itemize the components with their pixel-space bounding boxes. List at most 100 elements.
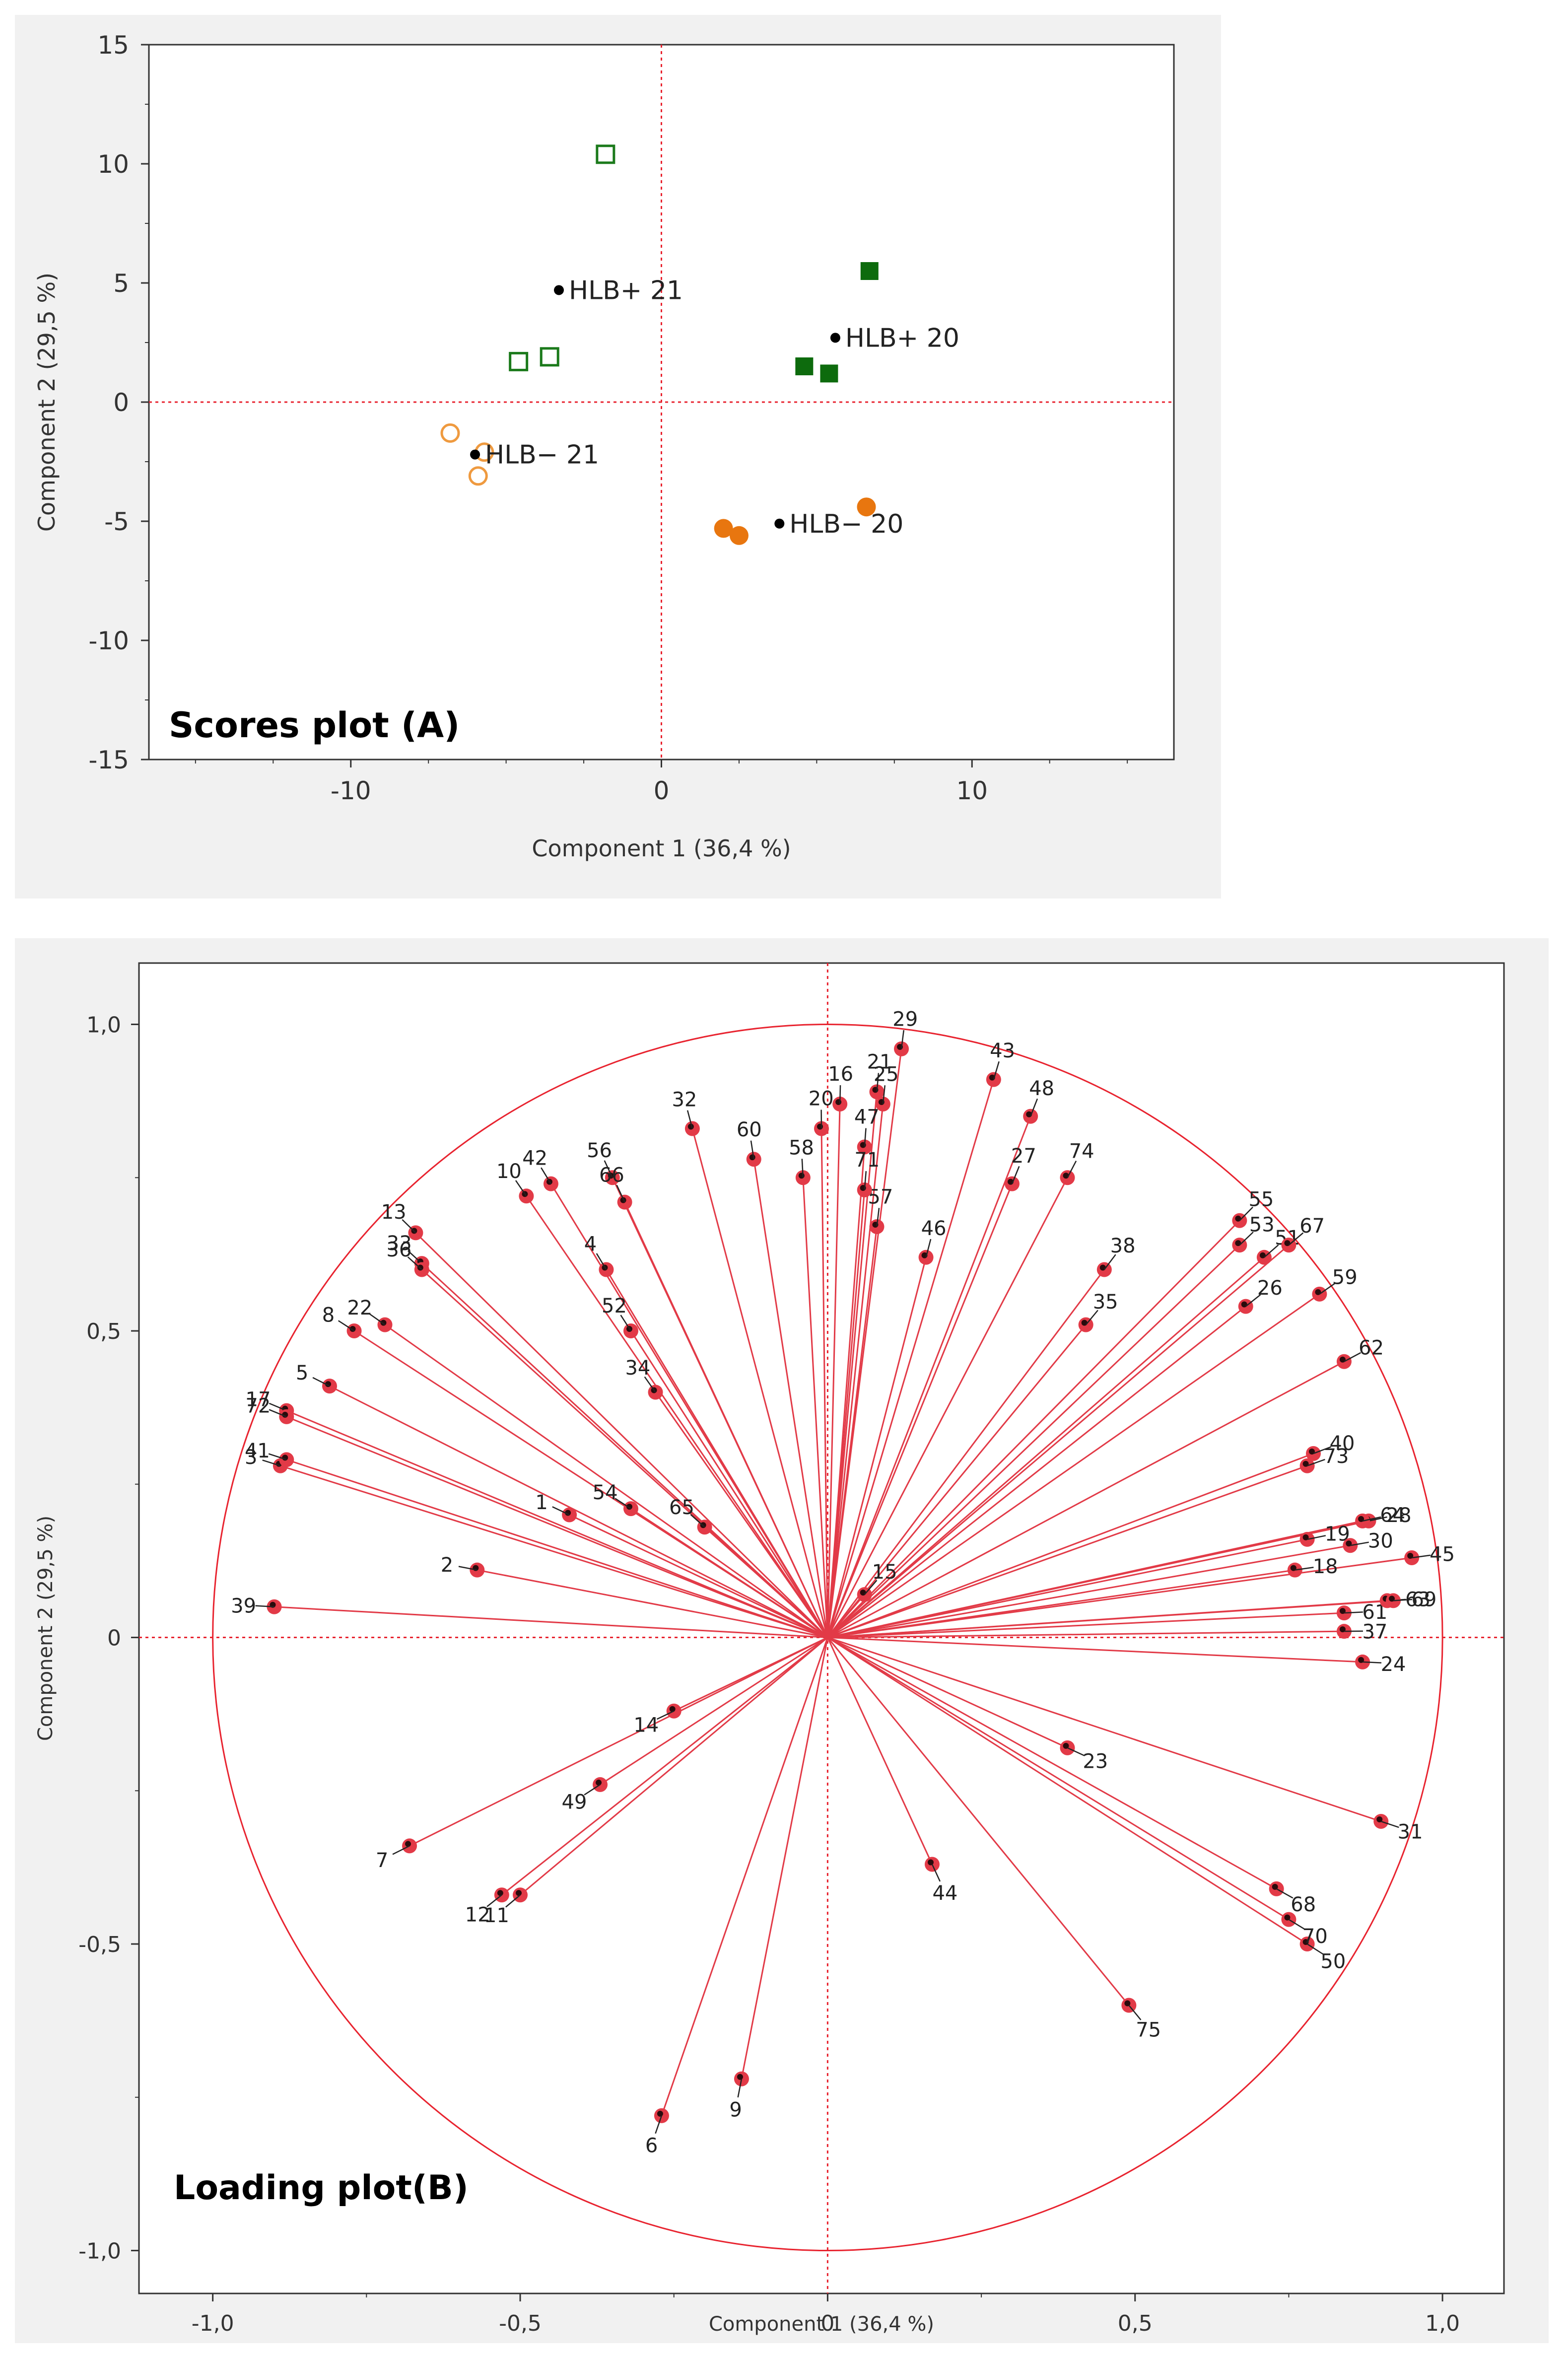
- label-leader-line: [1288, 1232, 1304, 1246]
- loading-vector: [827, 1630, 1344, 1639]
- loading-label: 42: [522, 1147, 547, 1170]
- label-leader-line: [1295, 1567, 1314, 1571]
- loading-point-center: [1063, 1742, 1069, 1749]
- centroid-label: HLB− 20: [789, 509, 903, 539]
- centroid-label: HLB+ 20: [845, 323, 959, 353]
- loading-label: 70: [1302, 1925, 1328, 1948]
- label-leader-line: [269, 1402, 287, 1411]
- label-leader-line: [1344, 1352, 1362, 1362]
- label-leader-line: [1067, 1747, 1085, 1756]
- loading-label: 24: [1381, 1653, 1406, 1676]
- hlb-minus-21-point: [440, 423, 460, 443]
- label-leader-line: [268, 1453, 287, 1460]
- loading-vector: [274, 1606, 828, 1639]
- x-tick-label: 0: [820, 2311, 834, 2336]
- centroid-point: [774, 518, 785, 529]
- loading-point-center: [1284, 1914, 1291, 1921]
- label-leader-line: [407, 1256, 422, 1270]
- loading-point-center: [405, 1841, 411, 1847]
- label-leader-line: [737, 2079, 743, 2098]
- loading-vector: [827, 1324, 1087, 1638]
- x-tick-label: -0,5: [499, 2311, 542, 2336]
- loading-vector: [826, 1183, 1013, 1638]
- loading-vector: [827, 1637, 1290, 1920]
- loading-vector: [827, 1453, 1314, 1638]
- loading-point-center: [798, 1173, 805, 1179]
- loading-label: 29: [892, 1008, 918, 1031]
- loading-vector: [802, 1178, 828, 1638]
- hlb-minus-21-point: [468, 466, 488, 486]
- loading-vector: [827, 1306, 1246, 1638]
- y-tick-label: 5: [113, 269, 129, 298]
- label-leader-line: [1380, 1820, 1399, 1828]
- y-axis-label: Component 2 (29,5 %): [34, 1516, 57, 1741]
- loading-label: 36: [386, 1239, 411, 1261]
- centroid-point: [830, 333, 840, 343]
- chart-title: Loading plot(B): [174, 2168, 469, 2208]
- label-leader-line: [369, 1313, 386, 1325]
- y-tick-label: 0: [107, 1626, 121, 1651]
- label-leader-line: [1239, 1231, 1254, 1246]
- hlb-minus-20-point: [714, 519, 733, 538]
- loading-label: 69: [1411, 1588, 1436, 1611]
- loading-label: 62: [1359, 1337, 1384, 1360]
- loading-label: 2: [441, 1554, 453, 1577]
- loading-plot-svg: -1,0 -0,5 0 0,5 1,0 -1,0 -0,5 0 0,5 1,0 Component …: [34, 962, 1505, 2336]
- loading-label: 9: [729, 2099, 742, 2122]
- loading-point-center: [1124, 2000, 1131, 2007]
- loading-vector: [630, 1508, 828, 1638]
- label-leader-line: [458, 1566, 477, 1571]
- scores-plot-svg: -10 0 10 -15 -10 -5 0 5 10 15 Component 1 (36,4 %)…: [33, 31, 1175, 862]
- loading-label: 64: [1380, 1504, 1405, 1527]
- loading-label: 58: [789, 1136, 814, 1159]
- loading-label: 13: [381, 1201, 407, 1224]
- loading-vector: [820, 1128, 828, 1638]
- loading-label: 59: [1332, 1266, 1358, 1289]
- label-leader-line: [604, 1160, 613, 1178]
- loading-vector: [827, 1177, 1068, 1638]
- label-leader-line: [690, 1514, 705, 1528]
- loading-vector: [569, 1514, 828, 1638]
- loading-vector: [520, 1637, 828, 1896]
- loading-label: 40: [1330, 1432, 1355, 1455]
- loading-vector: [691, 1128, 828, 1638]
- label-leader-line: [392, 1845, 410, 1855]
- loading-vector: [741, 1637, 828, 2080]
- y-tick-label: 0: [113, 388, 129, 417]
- loading-label: 16: [828, 1063, 853, 1086]
- loading-label: 3: [245, 1446, 257, 1469]
- label-leader-line: [1363, 1661, 1382, 1664]
- loading-label: 30: [1368, 1530, 1393, 1553]
- loading-label: 31: [1398, 1821, 1423, 1844]
- loading-vector: [827, 1637, 1277, 1890]
- loading-vector: [286, 1458, 828, 1638]
- y-tick-label: -10: [88, 626, 129, 655]
- label-leader-line: [801, 1159, 804, 1178]
- loading-vector: [286, 1410, 828, 1638]
- loading-label: 37: [1362, 1620, 1387, 1643]
- loading-label: 65: [669, 1496, 694, 1519]
- label-leader-line: [1306, 1943, 1324, 1955]
- loading-vector: [704, 1526, 828, 1638]
- loading-label: 71: [854, 1149, 880, 1172]
- loading-label: 39: [231, 1595, 256, 1617]
- loading-vector: [826, 1226, 878, 1638]
- loading-label: 54: [593, 1481, 618, 1504]
- loading-label: 50: [1320, 1950, 1346, 1973]
- loading-label: 66: [599, 1164, 624, 1186]
- loading-vector: [550, 1183, 828, 1638]
- label-leader-line: [1085, 1310, 1098, 1325]
- hlb-minus-20-point: [857, 497, 876, 517]
- loading-vector: [600, 1637, 828, 1786]
- label-leader-line: [616, 1184, 625, 1203]
- y-tick-label: 1,0: [86, 1013, 121, 1038]
- scores-plot-panel: -10 0 10 -15 -10 -5 0 5 10 15 Component 1 (36,4 %)…: [15, 15, 1221, 899]
- loading-vector: [827, 1557, 1412, 1639]
- label-leader-line: [1030, 1098, 1038, 1117]
- loading-vector: [827, 1599, 1394, 1639]
- label-leader-line: [402, 1219, 416, 1234]
- label-leader-line: [750, 1140, 754, 1160]
- loading-vector: [753, 1159, 828, 1638]
- loading-label: 25: [874, 1063, 899, 1086]
- label-leader-line: [876, 1073, 880, 1092]
